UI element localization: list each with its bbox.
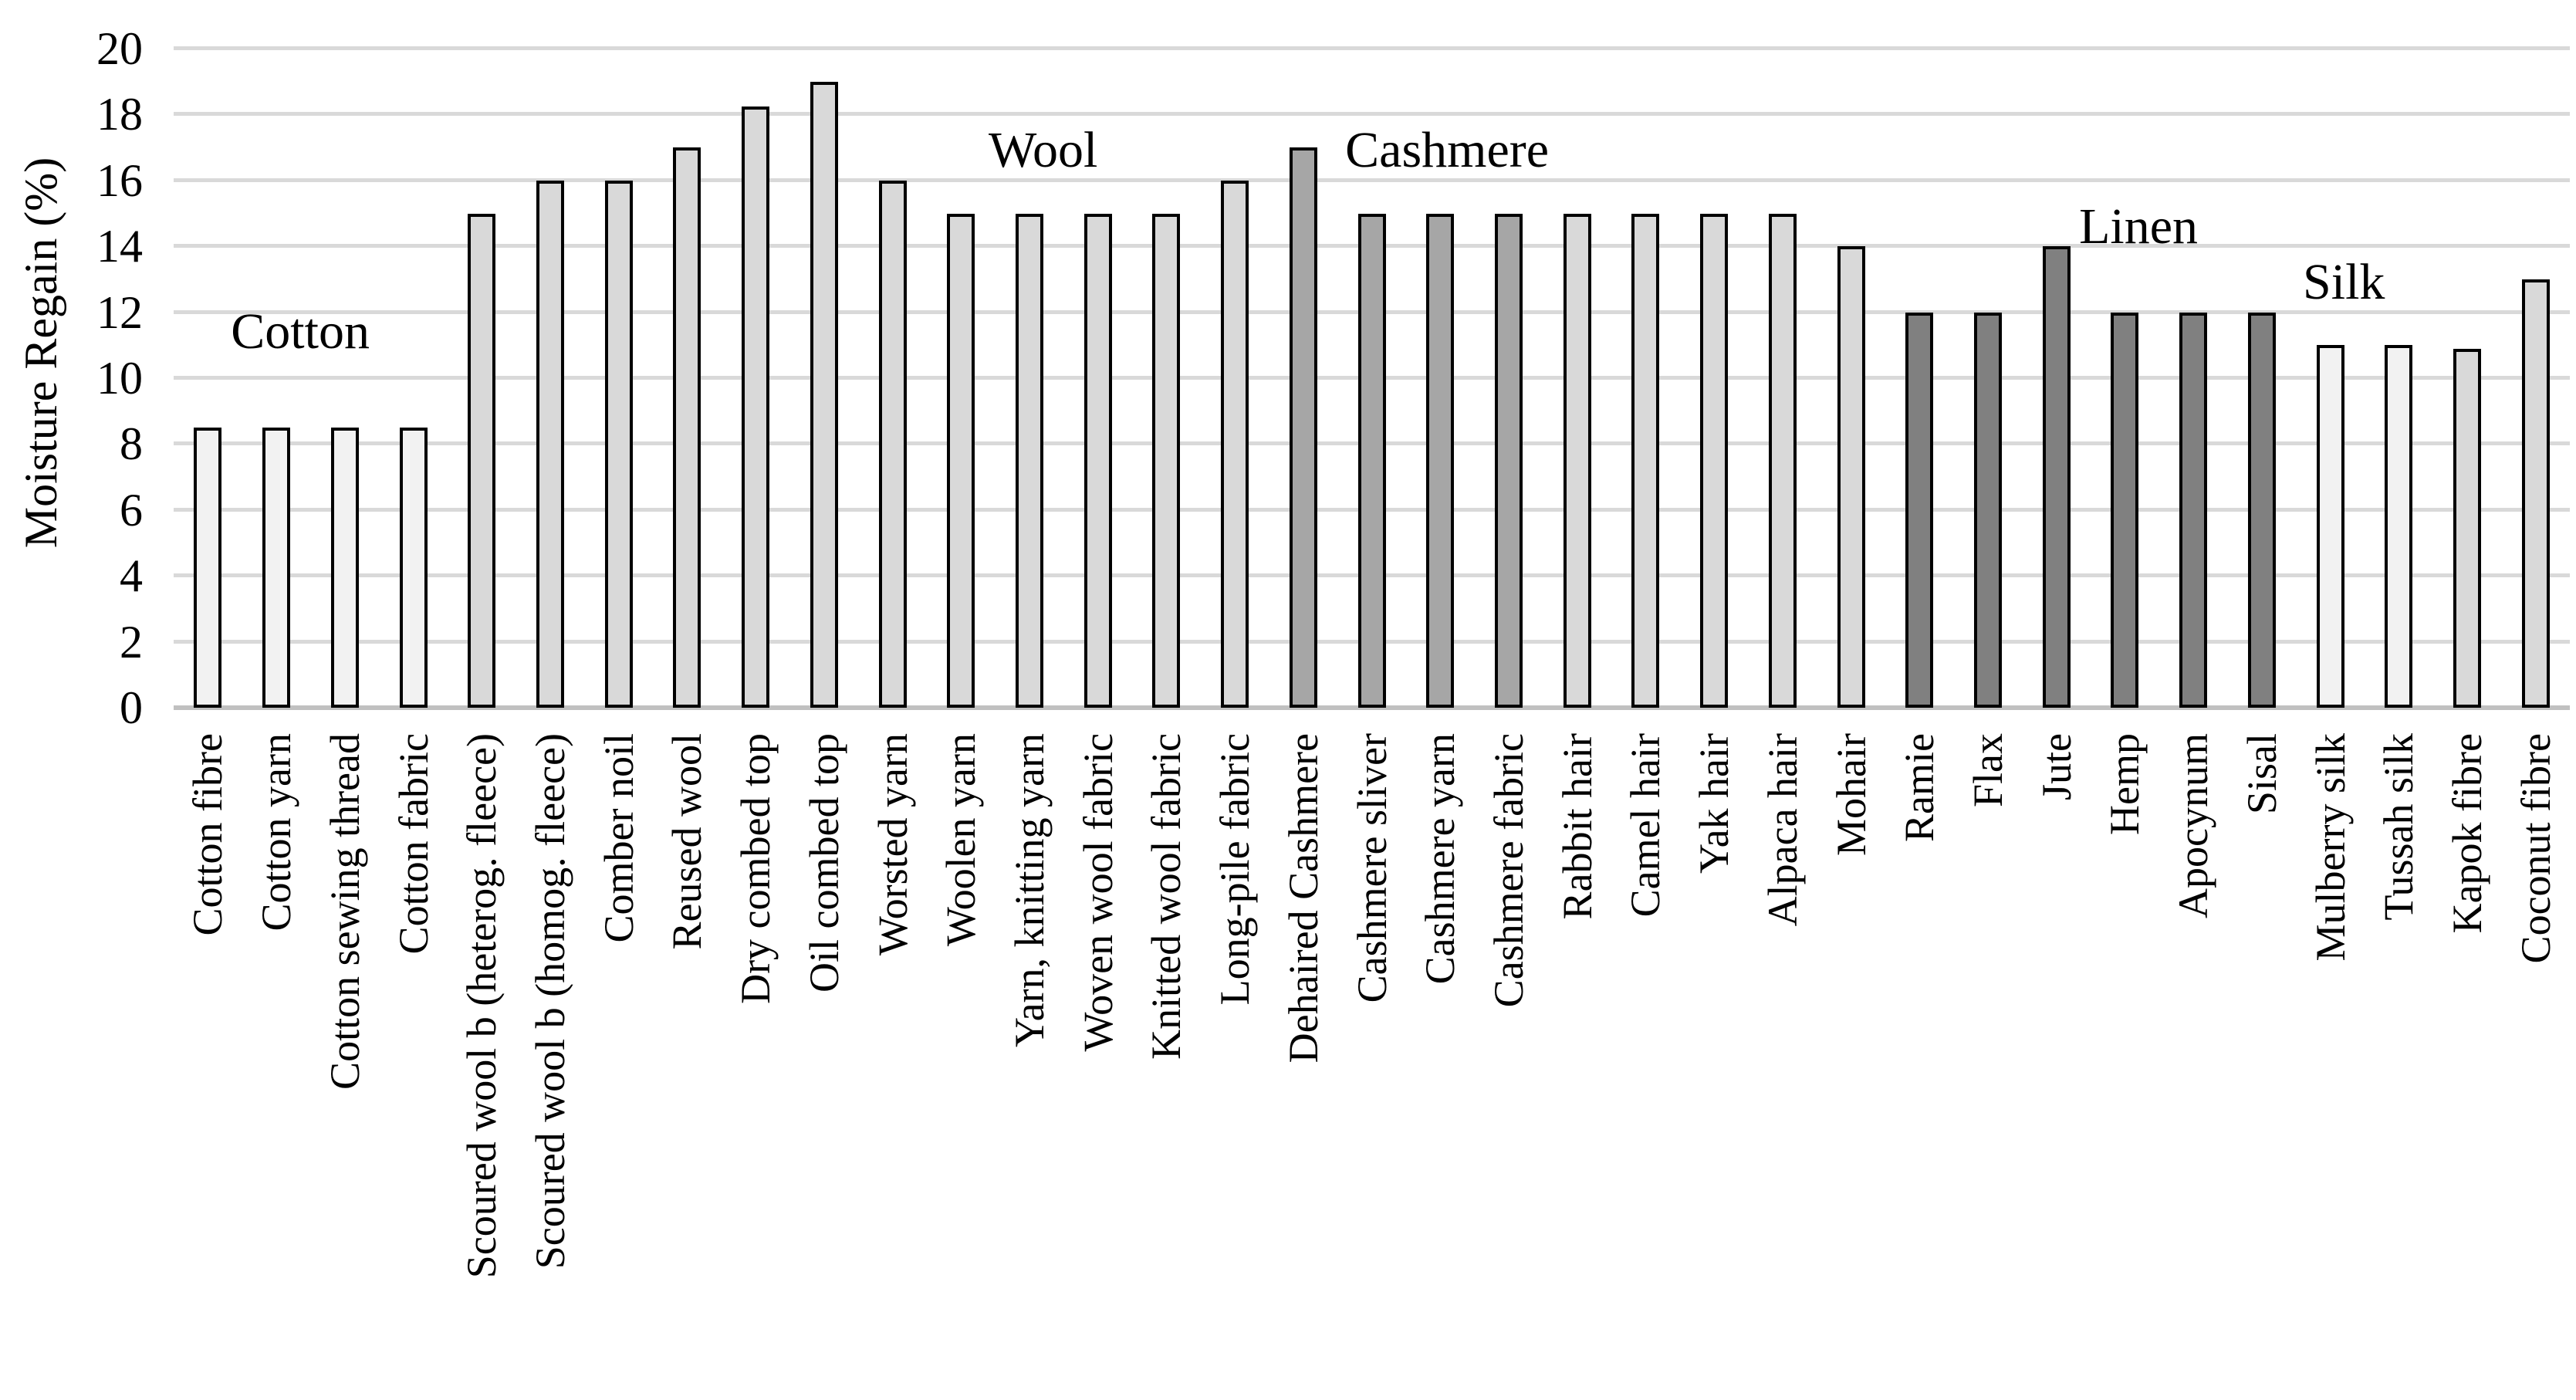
x-axis-label: Long-pile fabric <box>1212 733 1259 1006</box>
x-axis-label: Scoured wool b (homog. fleece) <box>526 733 573 1270</box>
group-label: Linen <box>2079 198 2199 255</box>
bar <box>536 180 564 708</box>
group-label: Wool <box>988 122 1098 179</box>
y-gridline <box>174 46 2570 50</box>
x-axis-label: Kapok fibre <box>2443 733 2490 934</box>
x-axis-label: Tussah silk <box>2375 733 2422 921</box>
y-axis-tick-label: 16 <box>96 154 143 206</box>
bar <box>1289 147 1317 708</box>
x-axis-label: Flax <box>1964 733 2011 808</box>
bar <box>1563 213 1591 708</box>
x-axis-line <box>174 705 2570 710</box>
x-axis-label: Woven wool fabric <box>1074 733 1121 1052</box>
x-axis-label: Cashmere yarn <box>1417 733 1464 985</box>
x-axis-label: Camel hair <box>1622 733 1669 918</box>
x-axis-label: Comber noil <box>595 733 642 943</box>
group-label: Cotton <box>231 303 370 360</box>
bar <box>1631 213 1660 708</box>
x-axis-label: Scoured wool b (heterog. fleece) <box>458 733 505 1279</box>
x-axis-label: Cotton fibre <box>184 733 232 936</box>
y-gridline <box>174 178 2570 182</box>
bar <box>1768 213 1797 708</box>
bar <box>2385 345 2413 708</box>
bar <box>673 147 701 708</box>
x-axis-label: Woolen yarn <box>938 733 985 947</box>
bar <box>330 428 359 708</box>
y-axis-tick-label: 6 <box>120 484 143 536</box>
bar <box>2521 279 2550 708</box>
bar <box>2453 348 2481 708</box>
x-axis-label: Dehaired Cashmere <box>1280 733 1327 1064</box>
x-axis-label: Ramie <box>1896 733 1943 842</box>
bar <box>2179 312 2208 708</box>
y-gridline <box>174 112 2570 117</box>
bar <box>2111 312 2139 708</box>
x-axis-label: Worsted yarn <box>869 733 916 956</box>
bar <box>2042 246 2071 708</box>
x-axis-label: Coconut fibre <box>2512 733 2559 964</box>
x-axis-label: Reused wool <box>664 733 711 950</box>
y-axis-tick-label: 20 <box>96 23 143 74</box>
bar <box>468 213 496 708</box>
bar <box>742 106 770 708</box>
x-axis-label: Dry combed top <box>732 733 779 1004</box>
x-axis-label: Cashmere sliver <box>1348 733 1395 1003</box>
x-axis-label: Cotton yarn <box>253 733 300 932</box>
y-axis-tick-label: 18 <box>96 89 143 140</box>
bar <box>878 180 907 708</box>
x-axis-label: Cotton fabric <box>390 733 437 955</box>
bar <box>1083 213 1112 708</box>
bar <box>1221 180 1249 708</box>
x-axis-label: Jute <box>2033 733 2080 800</box>
y-axis-tick-label: 0 <box>120 682 143 733</box>
bar <box>1426 213 1455 708</box>
bar <box>604 180 633 708</box>
y-axis-tick-label: 14 <box>96 221 143 272</box>
bar <box>1700 213 1729 708</box>
y-axis-tick-label: 8 <box>120 418 143 470</box>
x-axis-label: Cashmere fabric <box>1485 733 1532 1008</box>
x-axis-label: Hemp <box>2101 733 2148 835</box>
x-axis-label: Sisal <box>2238 733 2285 815</box>
bar <box>1837 246 1865 708</box>
x-axis-label: Apocynum <box>2170 733 2217 918</box>
bar <box>947 213 975 708</box>
x-axis-label: Knitted wool fabric <box>1143 733 1190 1060</box>
bar <box>1973 312 2002 708</box>
bar <box>399 428 428 708</box>
bar <box>262 428 291 708</box>
x-axis-label: Yak hair <box>1691 733 1738 874</box>
bar <box>2316 345 2344 708</box>
x-axis-label: Oil combed top <box>800 733 847 993</box>
y-axis-tick-label: 2 <box>120 616 143 668</box>
bar <box>810 81 838 708</box>
x-axis-label: Yarn, knitting yarn <box>1006 733 1053 1048</box>
x-axis-label: Mulberry silk <box>2307 733 2354 962</box>
x-axis-label: Alpaca hair <box>1759 733 1806 927</box>
y-axis-tick-label: 12 <box>96 286 143 338</box>
x-axis-label: Mohair <box>1827 733 1875 856</box>
x-axis-label: Cotton sewing thread <box>321 733 368 1090</box>
bar <box>194 428 222 708</box>
y-axis-tick-label: 4 <box>120 550 143 602</box>
bar <box>1152 213 1181 708</box>
bar <box>1357 213 1386 708</box>
y-axis-tick-label: 10 <box>96 353 143 404</box>
bar <box>1015 213 1043 708</box>
x-axis-label: Rabbit hair <box>1553 733 1601 920</box>
bar <box>2247 312 2276 708</box>
bar <box>1494 213 1523 708</box>
group-label: Cashmere <box>1345 122 1550 179</box>
group-label: Silk <box>2303 254 2385 311</box>
bar <box>1905 312 1934 708</box>
